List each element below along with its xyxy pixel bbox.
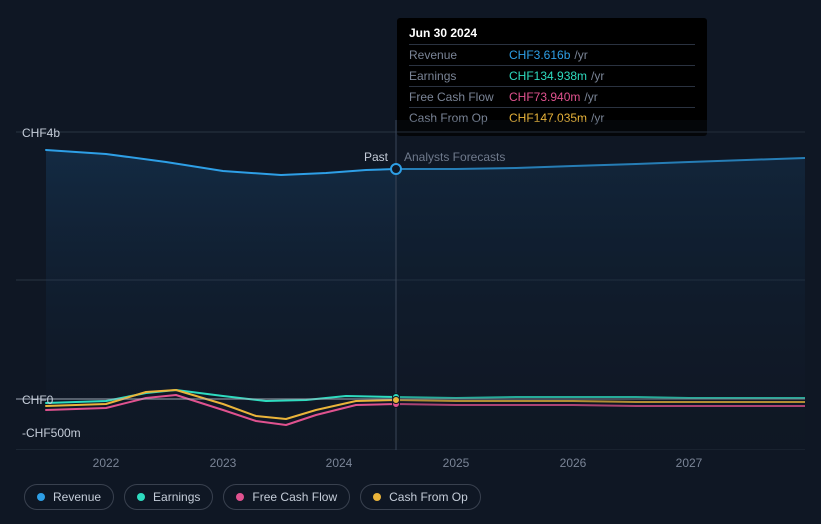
tooltip-unit: /yr (570, 48, 587, 62)
x-axis-label: 2022 (93, 456, 120, 470)
tooltip-metric-label: Free Cash Flow (409, 87, 509, 108)
legend-item-revenue[interactable]: Revenue (24, 484, 114, 510)
tooltip-metric-value: CHF3.616b (509, 48, 570, 62)
legend-dot-icon (373, 493, 381, 501)
legend-label: Free Cash Flow (252, 490, 337, 504)
y-axis-label: CHF0 (22, 393, 53, 407)
tooltip-unit: /yr (587, 69, 604, 83)
tooltip-row: Free Cash FlowCHF73.940m/yr (409, 87, 695, 108)
legend-dot-icon (137, 493, 145, 501)
chart-tooltip: Jun 30 2024 RevenueCHF3.616b/yrEarningsC… (397, 18, 707, 136)
tooltip-metric-value: CHF134.938m (509, 69, 587, 83)
past-label: Past (364, 150, 388, 164)
legend-item-earnings[interactable]: Earnings (124, 484, 213, 510)
legend-label: Cash From Op (389, 490, 468, 504)
tooltip-date: Jun 30 2024 (409, 26, 695, 40)
forecast-label: Analysts Forecasts (404, 150, 505, 164)
x-axis-label: 2025 (443, 456, 470, 470)
legend-item-cash-from-op[interactable]: Cash From Op (360, 484, 481, 510)
tooltip-row: RevenueCHF3.616b/yr (409, 45, 695, 66)
x-axis-label: 2023 (210, 456, 237, 470)
x-axis-label: 2026 (560, 456, 587, 470)
legend-item-free-cash-flow[interactable]: Free Cash Flow (223, 484, 350, 510)
tooltip-unit: /yr (580, 90, 597, 104)
x-axis-label: 2024 (326, 456, 353, 470)
legend-label: Revenue (53, 490, 101, 504)
tooltip-row: EarningsCHF134.938m/yr (409, 66, 695, 87)
chart-legend: Revenue Earnings Free Cash Flow Cash From O… (24, 484, 481, 510)
tooltip-metric-value: CHF73.940m (509, 90, 580, 104)
tooltip-metric-label: Earnings (409, 66, 509, 87)
legend-dot-icon (236, 493, 244, 501)
chart-svg (16, 120, 805, 450)
y-axis-label: CHF4b (22, 126, 60, 140)
legend-label: Earnings (153, 490, 200, 504)
tooltip-metric-label: Revenue (409, 45, 509, 66)
tooltip-table: RevenueCHF3.616b/yrEarningsCHF134.938m/y… (409, 44, 695, 128)
y-axis-label: -CHF500m (22, 426, 81, 440)
financials-chart[interactable]: CHF4b CHF0 -CHF500m Past Analysts Forecast… (16, 120, 805, 450)
x-axis-label: 2027 (676, 456, 703, 470)
legend-dot-icon (37, 493, 45, 501)
